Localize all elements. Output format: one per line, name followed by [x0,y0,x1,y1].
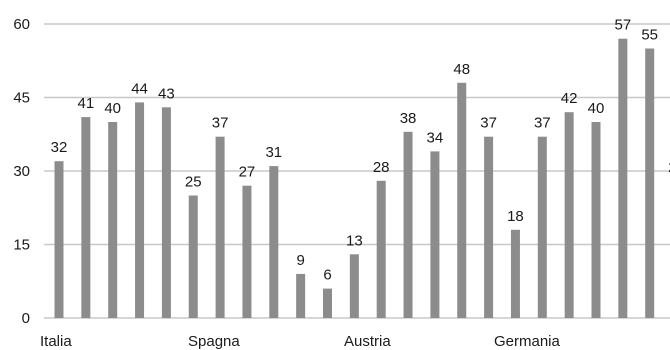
data-label-16: 48 [453,61,470,78]
bar-17 [484,136,494,318]
bar-23 [645,48,655,318]
data-label-9: 31 [265,144,282,161]
bar-3 [108,122,118,318]
bar-13 [376,180,386,318]
bar-9 [269,166,279,318]
bar-7 [215,136,225,318]
data-label-4: 44 [131,80,148,97]
bar-11 [323,288,332,318]
data-label-18: 18 [507,208,524,225]
bar-8 [242,185,252,318]
data-label-19: 37 [534,115,551,132]
category-label-italia: Italia [40,333,72,350]
bar-6 [188,195,198,318]
data-labels: 32 41 40 44 43 25 37 27 31 9 6 13 28 38 34 48 37 18 37 42 40… [51,17,670,284]
data-label-14: 38 [400,110,417,127]
bar-5 [161,107,171,318]
bar-20 [564,112,574,318]
bar-2 [81,117,91,318]
y-axis-ticks: 0 15 30 45 60 [13,16,30,327]
bar-16 [457,82,467,318]
data-label-5: 43 [158,85,175,102]
bar-1 [54,161,64,318]
data-label-1: 32 [51,139,68,156]
data-label-21: 40 [588,100,605,117]
category-label-spagna: Spagna [188,333,240,350]
data-label-20: 42 [561,90,578,107]
category-labels: Italia Spagna Austria Germania [40,333,561,350]
y-tick-label-0: 0 [22,310,30,327]
data-label-22: 57 [615,17,632,34]
bar-21 [591,122,601,318]
data-label-8: 27 [239,164,256,181]
data-label-13: 28 [373,159,390,176]
bar-4 [135,102,145,319]
y-tick-label-15: 15 [13,237,30,254]
bar-15 [430,151,440,318]
bar-12 [349,254,359,318]
y-tick-label-30: 30 [13,163,30,180]
data-label-2: 41 [78,95,95,112]
data-label-10: 9 [296,252,304,269]
bar-22 [618,38,628,318]
bar-10 [296,273,306,318]
data-label-6: 25 [185,174,202,191]
data-label-7: 37 [212,115,229,132]
bar-19 [537,136,547,318]
data-label-3: 40 [104,100,121,117]
data-label-24: 28 [668,159,670,176]
y-tick-label-45: 45 [13,90,30,107]
data-label-23: 55 [641,27,658,44]
data-label-17: 37 [480,115,497,132]
data-label-11: 6 [323,267,331,284]
category-label-austria: Austria [344,333,391,350]
category-label-germania: Germania [494,333,561,350]
bars [54,38,655,319]
data-label-12: 13 [346,232,363,249]
y-tick-label-60: 60 [13,16,30,33]
bar-18 [510,229,520,318]
bar-14 [403,131,413,318]
data-label-15: 34 [427,129,444,146]
